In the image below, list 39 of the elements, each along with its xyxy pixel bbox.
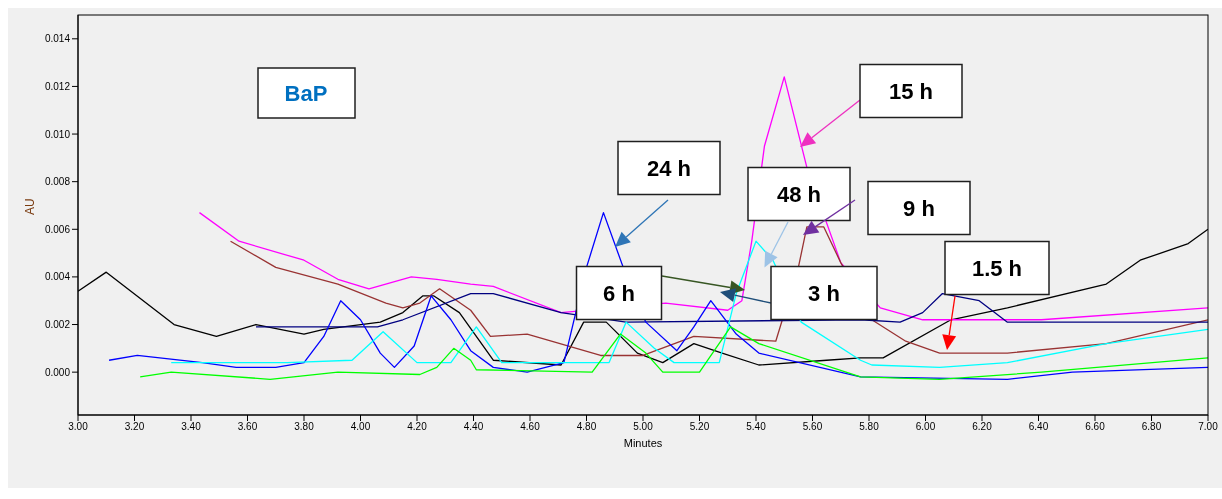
y-tick-label: 0.000 <box>44 366 71 378</box>
x-tick-label: 5.60 <box>802 421 823 433</box>
x-tick-label: 5.00 <box>633 421 654 433</box>
annotation: 1.5 h <box>971 256 1023 281</box>
x-tick-label: 4.00 <box>350 421 371 433</box>
x-tick-label: 5.20 <box>689 421 710 433</box>
x-tick-label: 5.80 <box>859 421 880 433</box>
annotation: 6 h <box>603 281 635 306</box>
x-tick-label: 3.60 <box>237 421 258 433</box>
y-axis-title: AU <box>23 198 38 215</box>
y-tick-label: 0.004 <box>44 271 71 283</box>
x-tick-label: 4.20 <box>407 421 428 433</box>
x-tick-label: 4.80 <box>576 421 597 433</box>
x-tick-label: 6.00 <box>915 421 936 433</box>
x-tick-label: 3.20 <box>124 421 145 433</box>
y-tick-label: 0.006 <box>44 223 71 235</box>
y-tick-label: 0.014 <box>44 33 71 45</box>
x-tick-label: 4.60 <box>520 421 541 433</box>
y-tick-label: 0.002 <box>44 319 71 331</box>
x-tick-label: 3.80 <box>294 421 315 433</box>
x-tick-label: 6.40 <box>1028 421 1049 433</box>
x-axis-title: Minutes <box>623 437 663 449</box>
x-tick-label: 6.60 <box>1085 421 1106 433</box>
annotation: 15 h <box>888 79 934 104</box>
y-tick-label: 0.010 <box>44 128 71 140</box>
annotation: 24 h <box>646 156 692 181</box>
y-tick-label: 0.008 <box>44 176 71 188</box>
x-tick-label: 7.00 <box>1198 421 1219 433</box>
y-tick-label: 0.012 <box>44 80 71 92</box>
x-tick-label: 3.40 <box>181 421 202 433</box>
x-tick-label: 4.40 <box>463 421 484 433</box>
annotation: 3 h <box>808 281 840 306</box>
annotation: 9 h <box>903 196 935 221</box>
x-tick-label: 3.00 <box>68 421 89 433</box>
x-tick-label: 6.20 <box>972 421 993 433</box>
annotation: 48 h <box>776 182 822 207</box>
x-tick-label: 5.40 <box>746 421 767 433</box>
text: BaP <box>284 81 328 106</box>
x-tick-label: 6.80 <box>1141 421 1162 433</box>
